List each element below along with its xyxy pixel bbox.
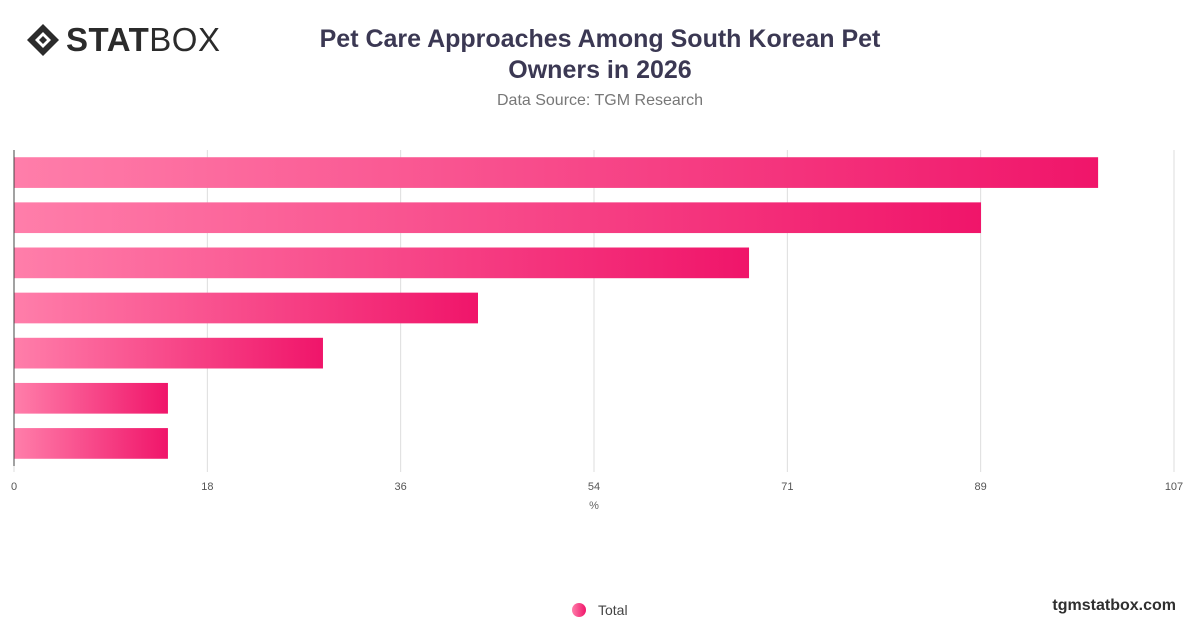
x-tick-label: 54	[588, 481, 600, 493]
x-tick-label: 36	[395, 481, 407, 493]
statbox-logo: STATBOX	[26, 22, 220, 58]
x-tick-label: 107	[1165, 481, 1183, 493]
footer-brand: tgmstatbox.com	[1052, 597, 1176, 614]
x-axis-label: %	[589, 500, 599, 512]
legend[interactable]: Total	[572, 602, 628, 618]
x-tick-label: 89	[975, 481, 987, 493]
legend-marker-icon	[572, 603, 586, 617]
bar-chart: 0 18 36 54 71 89 107%	[11, 150, 1183, 512]
chart-title-line2: Owners in 2026	[508, 56, 692, 84]
statbox-diamond-icon	[27, 24, 59, 56]
bar	[14, 202, 982, 234]
bar	[14, 382, 168, 414]
chart-title: Pet Care Approaches Among South Korean P…	[300, 24, 900, 86]
bar	[14, 247, 750, 279]
x-tick-label: 18	[201, 481, 213, 493]
bar	[14, 337, 323, 369]
logo-text: STATBOX	[66, 22, 220, 58]
bar	[14, 292, 478, 324]
logo-text-bold: STAT	[66, 21, 150, 58]
legend-label: Total	[598, 602, 628, 618]
x-tick-label: 71	[781, 481, 793, 493]
chart-title-line1: Pet Care Approaches Among South Korean P…	[319, 25, 881, 53]
bar	[14, 157, 1099, 188]
x-tick-label: 0	[11, 481, 17, 493]
logo-text-light: BOX	[149, 21, 221, 58]
bar	[14, 428, 168, 459]
chart-subtitle: Data Source: TGM Research	[496, 92, 703, 109]
